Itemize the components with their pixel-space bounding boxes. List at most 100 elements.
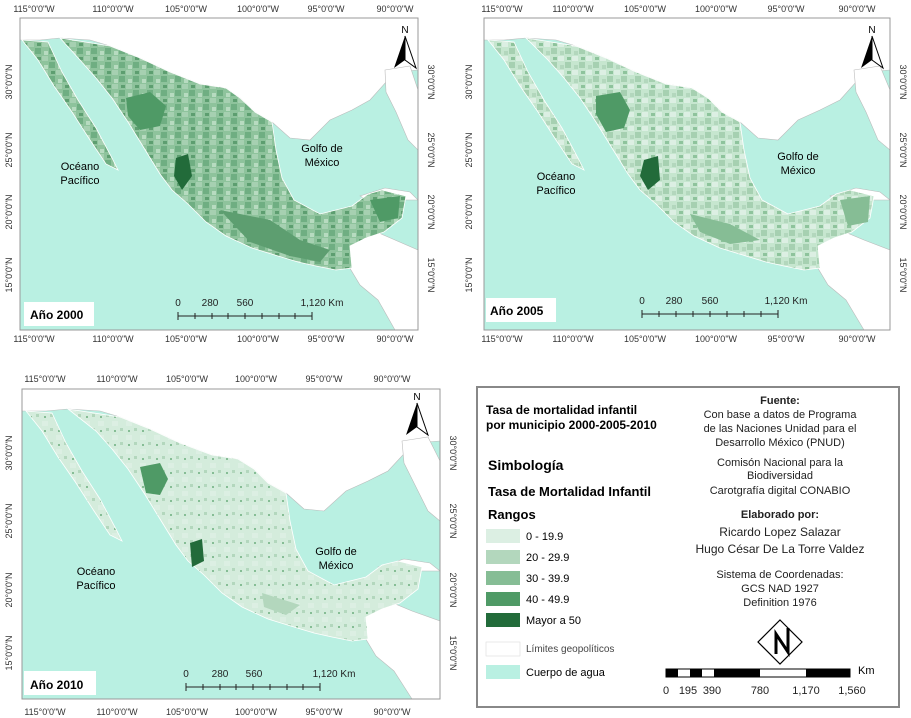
lat-tick-left: 25°0'0"N — [4, 503, 14, 538]
map-2010: 115°0'0"W 110°0'0"W 105°0'0"W 100°0'0"W … — [4, 374, 458, 717]
legend-class-label: 30 - 39.9 — [526, 573, 569, 585]
florida — [401, 436, 440, 522]
legend-class-label: 40 - 49.9 — [526, 594, 569, 606]
lat-tick-right: 15°0'0"N — [448, 635, 458, 670]
scale-label: 280 — [212, 669, 229, 680]
lon-tick-top: 100°0'0"W — [235, 374, 278, 384]
lon-tick-top: 95°0'0"W — [307, 4, 345, 14]
legend-class-label: Mayor a 50 — [526, 615, 581, 627]
lat-tick-right: 30°0'0"N — [898, 64, 908, 99]
lat-tick-left: 30°0'0"N — [464, 64, 474, 99]
lat-tick-right: 25°0'0"N — [898, 132, 908, 167]
north-label: N — [401, 25, 408, 36]
scale-label: 1,120 Km — [301, 298, 344, 309]
scale-bar: 0 280 560 1,120 Km — [639, 296, 807, 318]
lon-tick-top: 115°0'0"W — [481, 4, 523, 14]
lon-tick-bottom: 110°0'0"W — [96, 707, 138, 717]
legend-water-label: Cuerpo de agua — [526, 667, 606, 679]
lat-tick-right: 15°0'0"N — [898, 257, 908, 292]
scale-label: 1,560 — [838, 685, 866, 697]
legend-subtitle: Tasa de Mortalidad Infantil — [488, 484, 651, 499]
lon-tick-top: 105°0'0"W — [165, 4, 208, 14]
scale-label: 195 — [679, 685, 697, 697]
lon-tick-bottom: 105°0'0"W — [165, 334, 208, 344]
hotspot-region — [140, 463, 168, 495]
pacific-label: Pacífico — [76, 580, 115, 592]
legend-class: 30 - 39.9 — [486, 571, 569, 585]
hotspot-region — [220, 210, 330, 262]
legend-class: 0 - 19.9 — [486, 529, 563, 543]
lat-tick-left: 20°0'0"N — [464, 194, 474, 229]
legend-water: Cuerpo de agua — [486, 665, 606, 679]
scale-label: 280 — [666, 296, 683, 307]
hotspot-region — [840, 196, 870, 226]
lon-tick-bottom: 90°0'0"W — [373, 707, 411, 717]
author-name: Hugo César De La Torre Valdez — [696, 542, 865, 556]
fuente-title: Fuente: — [760, 395, 800, 407]
lon-tick-top: 90°0'0"W — [838, 4, 876, 14]
scale-label: 0 — [175, 298, 181, 309]
baja-california — [487, 39, 585, 171]
legend-content: Tasa de mortalidad infantil por municipi… — [485, 395, 875, 697]
lon-tick-bottom: 115°0'0"W — [24, 707, 66, 717]
central-america — [344, 229, 418, 330]
pacific-label: Océano — [61, 161, 100, 173]
scale-label: 390 — [703, 685, 721, 697]
pacific-label: Pacífico — [60, 175, 99, 187]
year-label: Año 2000 — [30, 308, 84, 322]
legend-title: por municipio 2000-2005-2010 — [486, 418, 657, 432]
fuente-line: Biodiversidad — [747, 470, 813, 482]
lon-tick-top: 115°0'0"W — [24, 374, 66, 384]
lon-tick-bottom: 110°0'0"W — [552, 334, 594, 344]
fuente-line: Carotgrafía digital CONABIO — [710, 485, 851, 497]
hotspot-region — [126, 92, 166, 130]
lat-tick-right: 30°0'0"N — [448, 435, 458, 470]
north-arrow-icon: N — [394, 25, 417, 70]
lat-tick-right: 20°0'0"N — [426, 194, 436, 229]
rangos-heading: Rangos — [488, 507, 536, 522]
lon-tick-top: 115°0'0"W — [13, 4, 55, 14]
hotspot-region — [262, 593, 300, 615]
lat-tick-right: 25°0'0"N — [426, 132, 436, 167]
scale-label: 560 — [246, 669, 263, 680]
lon-tick-bottom: 110°0'0"W — [92, 334, 134, 344]
central-america — [359, 600, 440, 699]
legend-scale-bar: Km 0 195 390 780 1,170 1,560 — [663, 665, 875, 697]
lon-tick-bottom: 90°0'0"W — [376, 334, 414, 344]
lat-tick-left: 15°0'0"N — [4, 635, 14, 670]
lat-tick-right: 20°0'0"N — [898, 194, 908, 229]
year-label: Año 2005 — [490, 304, 544, 318]
lon-tick-top: 110°0'0"W — [552, 4, 594, 14]
pacific-label: Océano — [77, 566, 116, 578]
gulf-label: Golfo de — [301, 143, 343, 155]
lat-tick-left: 30°0'0"N — [4, 64, 14, 99]
north-arrow-icon — [757, 619, 803, 665]
lon-tick-bottom: 95°0'0"W — [305, 707, 343, 717]
hotspot-region — [190, 539, 204, 567]
map-2005: 115°0'0"W 110°0'0"W 105°0'0"W 100°0'0"W … — [464, 4, 908, 344]
fuente-line: de las Naciones Unidad para el — [704, 423, 857, 435]
lon-tick-top: 95°0'0"W — [767, 4, 805, 14]
lat-tick-left: 20°0'0"N — [4, 194, 14, 229]
lon-tick-top: 100°0'0"W — [237, 4, 280, 14]
map-2000: 115°0'0"W 110°0'0"W 105°0'0"W 100°0'0"W … — [4, 4, 436, 344]
lon-tick-top: 95°0'0"W — [305, 374, 343, 384]
hotspot-region — [596, 92, 630, 132]
lon-tick-bottom: 100°0'0"W — [695, 334, 738, 344]
lat-tick-left: 20°0'0"N — [4, 572, 14, 607]
lon-tick-bottom: 115°0'0"W — [481, 334, 523, 344]
florida — [853, 65, 890, 151]
gulf-label: Golfo de — [315, 546, 357, 558]
legend-class-label: 20 - 29.9 — [526, 552, 569, 564]
coord-line: Definition 1976 — [743, 597, 816, 609]
gulf-label: Golfo de — [777, 151, 819, 163]
lat-tick-right: 15°0'0"N — [426, 257, 436, 292]
gulf-label: México — [319, 560, 354, 572]
scale-label: 0 — [663, 685, 669, 697]
scale-label: 1,120 Km — [765, 296, 808, 307]
scale-unit: Km — [858, 665, 875, 677]
lon-tick-top: 105°0'0"W — [624, 4, 667, 14]
legend-panel — [476, 386, 900, 708]
lon-tick-bottom: 105°0'0"W — [624, 334, 667, 344]
fuente-line: Desarrollo México (PNUD) — [715, 437, 845, 449]
